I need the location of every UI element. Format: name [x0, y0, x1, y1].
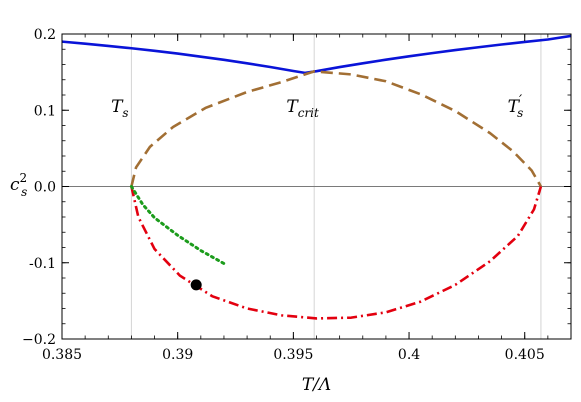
y-axis-label-main: c: [10, 175, 20, 195]
annotation-sub: s: [517, 106, 523, 120]
annotation-main: T: [111, 97, 124, 117]
x-axis-label: T/Λ: [302, 375, 331, 395]
annotation-main: T: [508, 97, 521, 117]
annotation-prime: ′: [519, 93, 523, 109]
series-layer: [62, 34, 571, 320]
annotation-1: Tcrit: [286, 97, 319, 120]
x-tick-label: 0.4: [398, 347, 420, 363]
y-tick-label: 0.1: [34, 103, 56, 119]
annotation-sub: crit: [298, 106, 319, 120]
x-tick-label: 0.405: [505, 347, 545, 363]
series-line-1: [304, 34, 571, 75]
x-tick-label: 0.395: [273, 347, 313, 363]
y-tick-label: -0.1: [29, 256, 56, 272]
y-axis-label-sup: 2: [20, 171, 28, 185]
series-line-3: [130, 186, 543, 320]
data-point: [190, 279, 202, 291]
series-line-0: [62, 40, 306, 75]
y-axis-label: c2 s: [10, 171, 27, 199]
y-tick-label: 0.2: [34, 27, 56, 43]
annotation-0: Ts: [111, 97, 129, 120]
series-line-4: [129, 185, 226, 266]
x-tick-label: 0.385: [42, 347, 82, 363]
reference-lines: [62, 34, 571, 339]
axis-labels: T/Λ c2 s: [10, 171, 331, 395]
annotation-sub: s: [122, 106, 128, 120]
annotation-2: T′ s: [508, 93, 524, 120]
tick-layer: 0.385 0.39 0.395 0.4 0.405 0.2 0.1 0.0 -0.1 −0.2: [22, 27, 572, 363]
series-line-2: [130, 70, 543, 188]
y-tick-label: 0.0: [34, 180, 56, 196]
annotation-layer: Ts Tcrit T′ s: [111, 93, 523, 120]
y-tick-label: −0.2: [22, 332, 56, 348]
y-axis-label-sub: s: [21, 185, 27, 199]
annotation-main: T: [286, 97, 299, 117]
x-tick-label: 0.39: [162, 347, 193, 363]
